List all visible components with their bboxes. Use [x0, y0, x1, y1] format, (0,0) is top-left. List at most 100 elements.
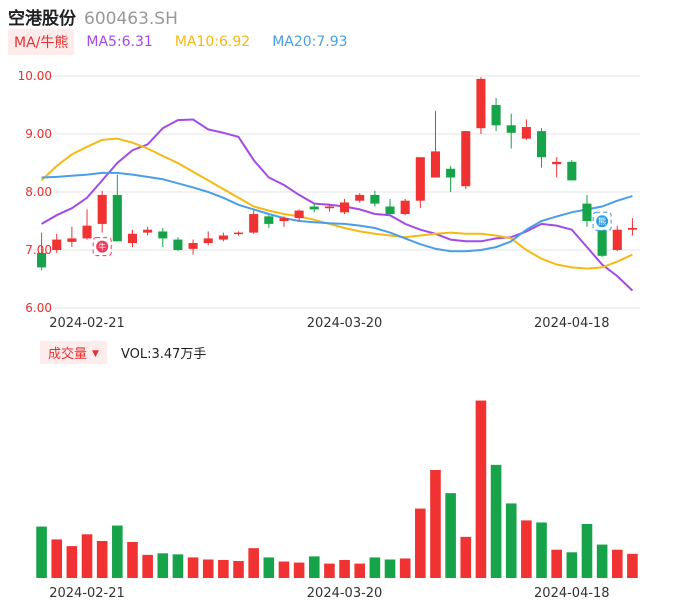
- candle-body: [370, 194, 380, 204]
- volume-bar: [278, 561, 290, 578]
- candlesticks: [37, 77, 637, 271]
- bull-icon: 牛: [92, 237, 112, 257]
- volume-bar: [536, 522, 547, 578]
- candle: [218, 232, 228, 242]
- marker-label: 熊: [598, 216, 606, 226]
- candle-body: [52, 239, 62, 250]
- candle: [294, 209, 304, 221]
- candle: [249, 210, 259, 234]
- candle-body: [127, 233, 138, 244]
- volume-bar: [263, 557, 275, 578]
- candle: [279, 216, 289, 227]
- candle-body: [627, 227, 637, 230]
- candle: [112, 174, 122, 242]
- candle-body: [82, 225, 92, 239]
- candle-body: [324, 206, 334, 209]
- date-tick-label: 2024-04-18: [534, 316, 610, 331]
- volume-bar: [81, 534, 93, 578]
- candle-body: [97, 194, 107, 224]
- candle: [385, 198, 395, 216]
- candle-body: [567, 161, 577, 181]
- candle: [476, 77, 486, 134]
- volume-bar: [233, 561, 244, 578]
- volume-bar: [369, 557, 381, 578]
- price-grid: [30, 75, 640, 309]
- candle-body: [309, 206, 319, 210]
- caret-down-icon: ▼: [92, 349, 99, 359]
- candle-body: [264, 216, 274, 224]
- volume-bar: [142, 554, 153, 578]
- volume-legend: 成交量 ▼ VOL:3.47万手: [40, 340, 206, 364]
- candle: [37, 232, 47, 271]
- volume-bar: [521, 520, 532, 578]
- date-tick-label: 2024-02-21: [49, 316, 125, 331]
- price-tick-label: 10.00: [18, 69, 52, 83]
- volume-bar: [415, 508, 426, 578]
- volume-bar: [157, 553, 169, 578]
- candle: [233, 231, 244, 236]
- candle-body: [552, 161, 562, 165]
- candle-body: [491, 105, 501, 126]
- price-tick-label: 8.00: [25, 185, 52, 199]
- candle: [309, 203, 319, 213]
- candle-body: [294, 210, 304, 219]
- ma-toggle-button[interactable]: MA/牛熊: [8, 29, 75, 55]
- candle: [430, 110, 441, 178]
- candle: [582, 194, 592, 227]
- candle: [324, 203, 334, 212]
- price-tick-label: 7.00: [25, 243, 52, 257]
- price-axis: 10.00 9.00 8.00 7.00 6.00: [18, 69, 52, 315]
- volume-bar: [475, 400, 487, 578]
- candle: [552, 157, 562, 178]
- candle-body: [37, 252, 47, 268]
- stock-header: 空港股份 600463.SH: [8, 4, 178, 29]
- marker-label: 牛: [98, 242, 106, 252]
- stock-code: 600463.SH: [84, 9, 178, 29]
- candle-body: [249, 214, 259, 233]
- candle-body: [400, 200, 410, 215]
- candle-body: [340, 202, 350, 213]
- candle: [627, 218, 637, 236]
- candle: [612, 225, 622, 252]
- price-tick-label: 9.00: [25, 127, 52, 141]
- ma10-legend: MA10:6.92: [174, 34, 251, 50]
- bear-icon: 熊: [592, 211, 612, 231]
- ma-legend: MA/牛熊 MA5:6.31 MA10:6.92 MA20:7.93: [8, 29, 370, 55]
- candle: [158, 227, 168, 248]
- moving-average-lines: [40, 118, 634, 292]
- marker-badge: [596, 215, 609, 228]
- candle-body: [446, 168, 456, 178]
- candle-body: [355, 194, 365, 201]
- volume-bar: [187, 557, 199, 578]
- candle: [415, 157, 425, 209]
- candle-body: [143, 229, 153, 233]
- volume-bar: [96, 540, 108, 578]
- candle: [143, 226, 153, 236]
- volume-toggle-button[interactable]: 成交量 ▼: [40, 340, 107, 364]
- candle-body: [233, 232, 244, 235]
- volume-bars: [36, 400, 638, 578]
- volume-bar: [505, 503, 517, 578]
- volume-bar: [627, 553, 638, 578]
- volume-bar: [354, 563, 366, 578]
- volume-bar: [293, 562, 305, 578]
- volume-bar: [596, 544, 608, 578]
- candle-body: [582, 203, 592, 221]
- candle-body: [188, 243, 198, 249]
- stock-name: 空港股份: [8, 9, 76, 29]
- volume-bar: [490, 464, 502, 578]
- ma20-legend: MA20:7.93: [272, 34, 348, 50]
- candle: [340, 198, 350, 215]
- candle: [127, 229, 138, 248]
- candle: [400, 198, 410, 216]
- date-tick-label: 2024-02-21: [49, 586, 125, 601]
- candle: [491, 98, 501, 132]
- volume-date-axis: 2024-02-21 2024-03-20 2024-04-18: [49, 586, 609, 601]
- volume-bar: [384, 559, 396, 578]
- candle: [97, 190, 107, 233]
- volume-bar: [308, 556, 320, 578]
- candle: [461, 131, 471, 190]
- candle: [506, 113, 516, 149]
- candle-body: [112, 194, 122, 242]
